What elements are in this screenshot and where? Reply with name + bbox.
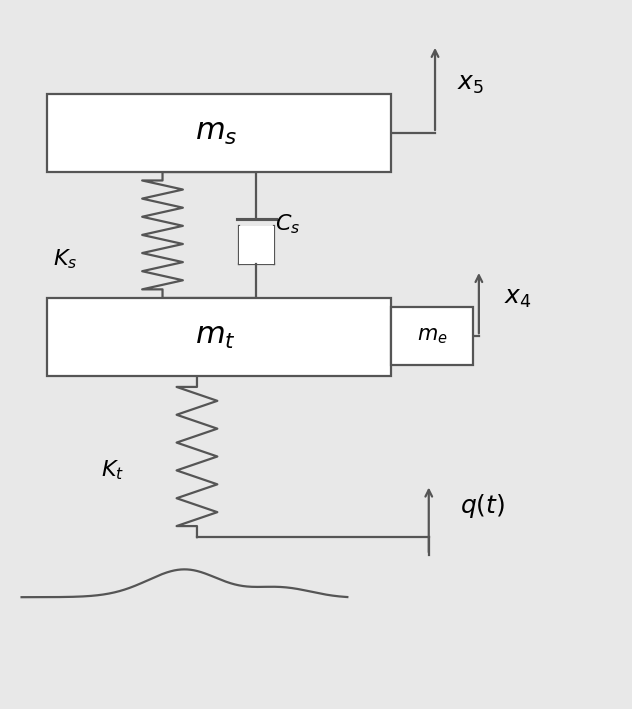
Bar	[47, 298, 391, 376]
Text: $m_e$: $m_e$	[416, 326, 447, 346]
Text: $K_t$: $K_t$	[101, 459, 124, 482]
Text: $C_s$: $C_s$	[275, 213, 300, 236]
Bar	[240, 225, 274, 264]
Text: $x_4$: $x_4$	[504, 286, 532, 311]
Bar	[47, 94, 391, 172]
Text: $x_5$: $x_5$	[457, 72, 484, 96]
Text: $K_s$: $K_s$	[53, 247, 78, 272]
Text: $q(t)$: $q(t)$	[460, 492, 505, 520]
Bar	[391, 308, 473, 365]
Text: $m_s$: $m_s$	[195, 118, 237, 147]
Text: $m_t$: $m_t$	[195, 323, 236, 352]
